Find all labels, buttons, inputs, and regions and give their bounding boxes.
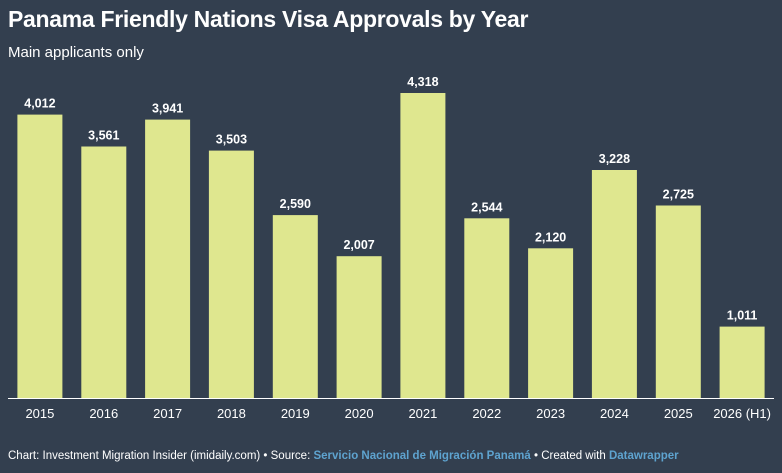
value-label: 2,590 (280, 197, 311, 211)
value-label: 3,503 (216, 133, 247, 147)
value-label: 2,725 (663, 188, 694, 202)
bar-2018 (208, 150, 254, 398)
footer-created-text: • Created with (530, 450, 609, 462)
x-tick-label: 2020 (345, 406, 374, 421)
bar-2017 (145, 119, 191, 398)
value-label: 4,318 (407, 75, 438, 89)
chart-footer: Chart: Investment Migration Insider (imi… (8, 450, 679, 462)
value-label: 1,011 (727, 309, 758, 323)
bar-2025 (655, 205, 701, 398)
source-link[interactable]: Servicio Nacional de Migración Panamá (313, 450, 531, 462)
bar-2022 (464, 218, 510, 398)
x-tick-label: 2022 (472, 406, 501, 421)
bar-2026-h1 (719, 326, 765, 398)
bar-2023 (528, 248, 574, 398)
value-label: 3,561 (88, 129, 119, 143)
x-tick-label: 2024 (600, 406, 629, 421)
footer-credit-text: Chart: Investment Migration Insider (imi… (8, 450, 314, 462)
x-tick-label: 2025 (664, 406, 693, 421)
value-label: 2,120 (535, 230, 566, 244)
bar-2016 (81, 146, 127, 398)
bar-2020 (336, 256, 382, 398)
value-label: 2,544 (471, 200, 502, 214)
x-tick-label: 2016 (89, 406, 118, 421)
x-tick-label: 2017 (153, 406, 182, 421)
chart-subtitle: Main applicants only (8, 44, 144, 61)
bar-2015 (17, 114, 63, 398)
bar-2024 (591, 170, 637, 398)
x-tick-label: 2019 (281, 406, 310, 421)
value-label: 4,012 (24, 97, 55, 111)
value-label: 3,941 (152, 102, 183, 116)
value-label: 3,228 (599, 152, 630, 166)
x-tick-label: 2021 (408, 406, 437, 421)
bar-2021 (400, 93, 446, 398)
x-tick-label: 2026 (H1) (713, 406, 771, 421)
bar-2019 (272, 215, 318, 398)
chart-title: Panama Friendly Nations Visa Approvals b… (8, 6, 529, 32)
x-tick-label: 2018 (217, 406, 246, 421)
x-tick-label: 2023 (536, 406, 565, 421)
x-tick-label: 2015 (25, 406, 54, 421)
datawrapper-link[interactable]: Datawrapper (608, 450, 679, 462)
value-label: 2,007 (343, 238, 374, 252)
